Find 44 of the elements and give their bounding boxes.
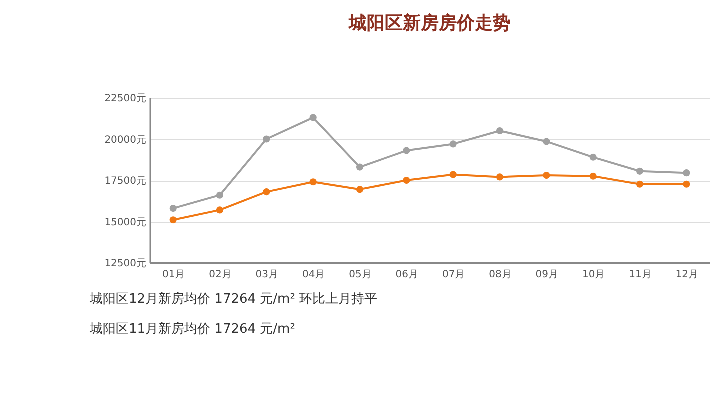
x-tick-label: 09月	[536, 270, 559, 280]
point	[356, 186, 364, 194]
y-tick-label: 15000元	[104, 217, 146, 228]
x-tick-label: 08月	[489, 270, 512, 280]
point	[403, 176, 410, 184]
x-tick-label: 11月	[629, 270, 652, 280]
x-tick-label: 10月	[582, 270, 606, 280]
point	[496, 127, 504, 135]
x-tick-label: 01月	[162, 270, 186, 280]
chart-title: 城阳区新房房价走势	[348, 13, 511, 34]
point	[356, 164, 364, 171]
point	[216, 192, 224, 199]
x-tick-label: 04月	[302, 270, 326, 280]
text: 城阳区12月新房均价 17264 元/m² 环比上月持平	[89, 291, 378, 307]
point	[636, 168, 644, 175]
point	[450, 171, 457, 178]
point	[590, 154, 597, 161]
y-tick-label: 17500元	[104, 176, 146, 187]
point	[403, 147, 410, 154]
x-tick-label: 06月	[396, 270, 419, 280]
point	[543, 172, 550, 180]
y-tick-label: 12500元	[104, 258, 146, 270]
point	[170, 205, 177, 212]
point	[590, 172, 597, 180]
point	[263, 188, 270, 196]
point	[543, 138, 550, 146]
point	[636, 180, 644, 188]
point	[683, 170, 690, 177]
text: 城阳区11月新房均价 17264 元/m²	[89, 321, 296, 337]
point	[170, 216, 177, 224]
x-tick-label: 03月	[256, 270, 279, 280]
point	[310, 178, 317, 186]
point	[683, 180, 690, 188]
y-tick-label: 20000元	[104, 134, 146, 146]
y-tick-label: 22500元	[104, 94, 146, 104]
x-tick-label: 07月	[442, 270, 466, 280]
point	[310, 114, 317, 122]
point	[263, 136, 270, 143]
point	[216, 206, 224, 214]
x-tick-label: 02月	[209, 270, 232, 280]
point	[496, 174, 504, 181]
x-tick-label: 05月	[349, 270, 372, 280]
x-tick-label: 12月	[676, 270, 699, 280]
point	[450, 140, 457, 148]
